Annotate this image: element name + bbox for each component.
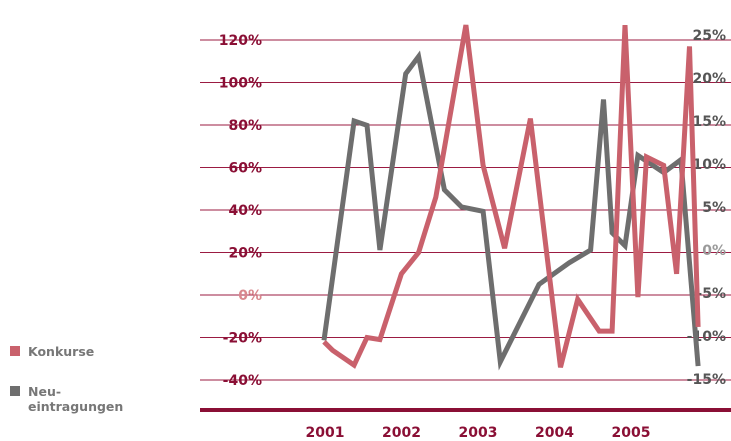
left-tick-label: 40% xyxy=(228,203,262,219)
left-tick-label: -20% xyxy=(223,331,262,347)
right-tick-label: 10% xyxy=(692,157,726,173)
left-tick-label: 0% xyxy=(238,288,262,304)
right-tick-label: 15% xyxy=(692,114,726,130)
x-tick-label: 2004 xyxy=(535,425,574,441)
left-axis-ticks: -40% -20% 0% 20% 40% 60% 80% 100% 120% xyxy=(219,33,262,389)
series-line-konkurse xyxy=(322,24,701,369)
right-tick-label: 0% xyxy=(702,243,726,259)
right-tick-label: 20% xyxy=(692,71,726,87)
legend-swatch-konkurse xyxy=(10,346,20,356)
x-axis-ticks: 2001 2002 2003 2004 2005 xyxy=(306,425,651,441)
x-tick-label: 2003 xyxy=(459,425,498,441)
legend-item-konkurse: Konkurse xyxy=(10,344,94,359)
right-tick-label: -15% xyxy=(687,372,726,388)
x-tick-label: 2001 xyxy=(306,425,345,441)
left-tick-label: -40% xyxy=(223,373,262,389)
legend-label-neueintragungen: Neu- eintragungen xyxy=(28,384,124,414)
x-tick-label: 2002 xyxy=(382,425,421,441)
right-tick-label: 5% xyxy=(702,200,726,216)
left-tick-label: 120% xyxy=(219,33,262,49)
x-tick-label: 2005 xyxy=(612,425,651,441)
legend-swatch-neueintragungen xyxy=(10,386,20,396)
x-axis-bar xyxy=(200,408,731,412)
left-tick-label: 60% xyxy=(228,161,262,177)
series-lines xyxy=(321,24,701,371)
left-tick-label: 80% xyxy=(228,118,262,134)
right-tick-label: -10% xyxy=(687,329,726,345)
series-line-neueintragungen xyxy=(321,50,701,371)
legend-label-konkurse: Konkurse xyxy=(28,344,95,359)
right-tick-label: -5% xyxy=(696,286,726,302)
right-tick-label: 25% xyxy=(692,28,726,44)
left-tick-label: 100% xyxy=(219,76,262,92)
left-tick-label: 20% xyxy=(228,246,262,262)
legend-item-neueintragungen: Neu- eintragungen xyxy=(10,384,123,414)
